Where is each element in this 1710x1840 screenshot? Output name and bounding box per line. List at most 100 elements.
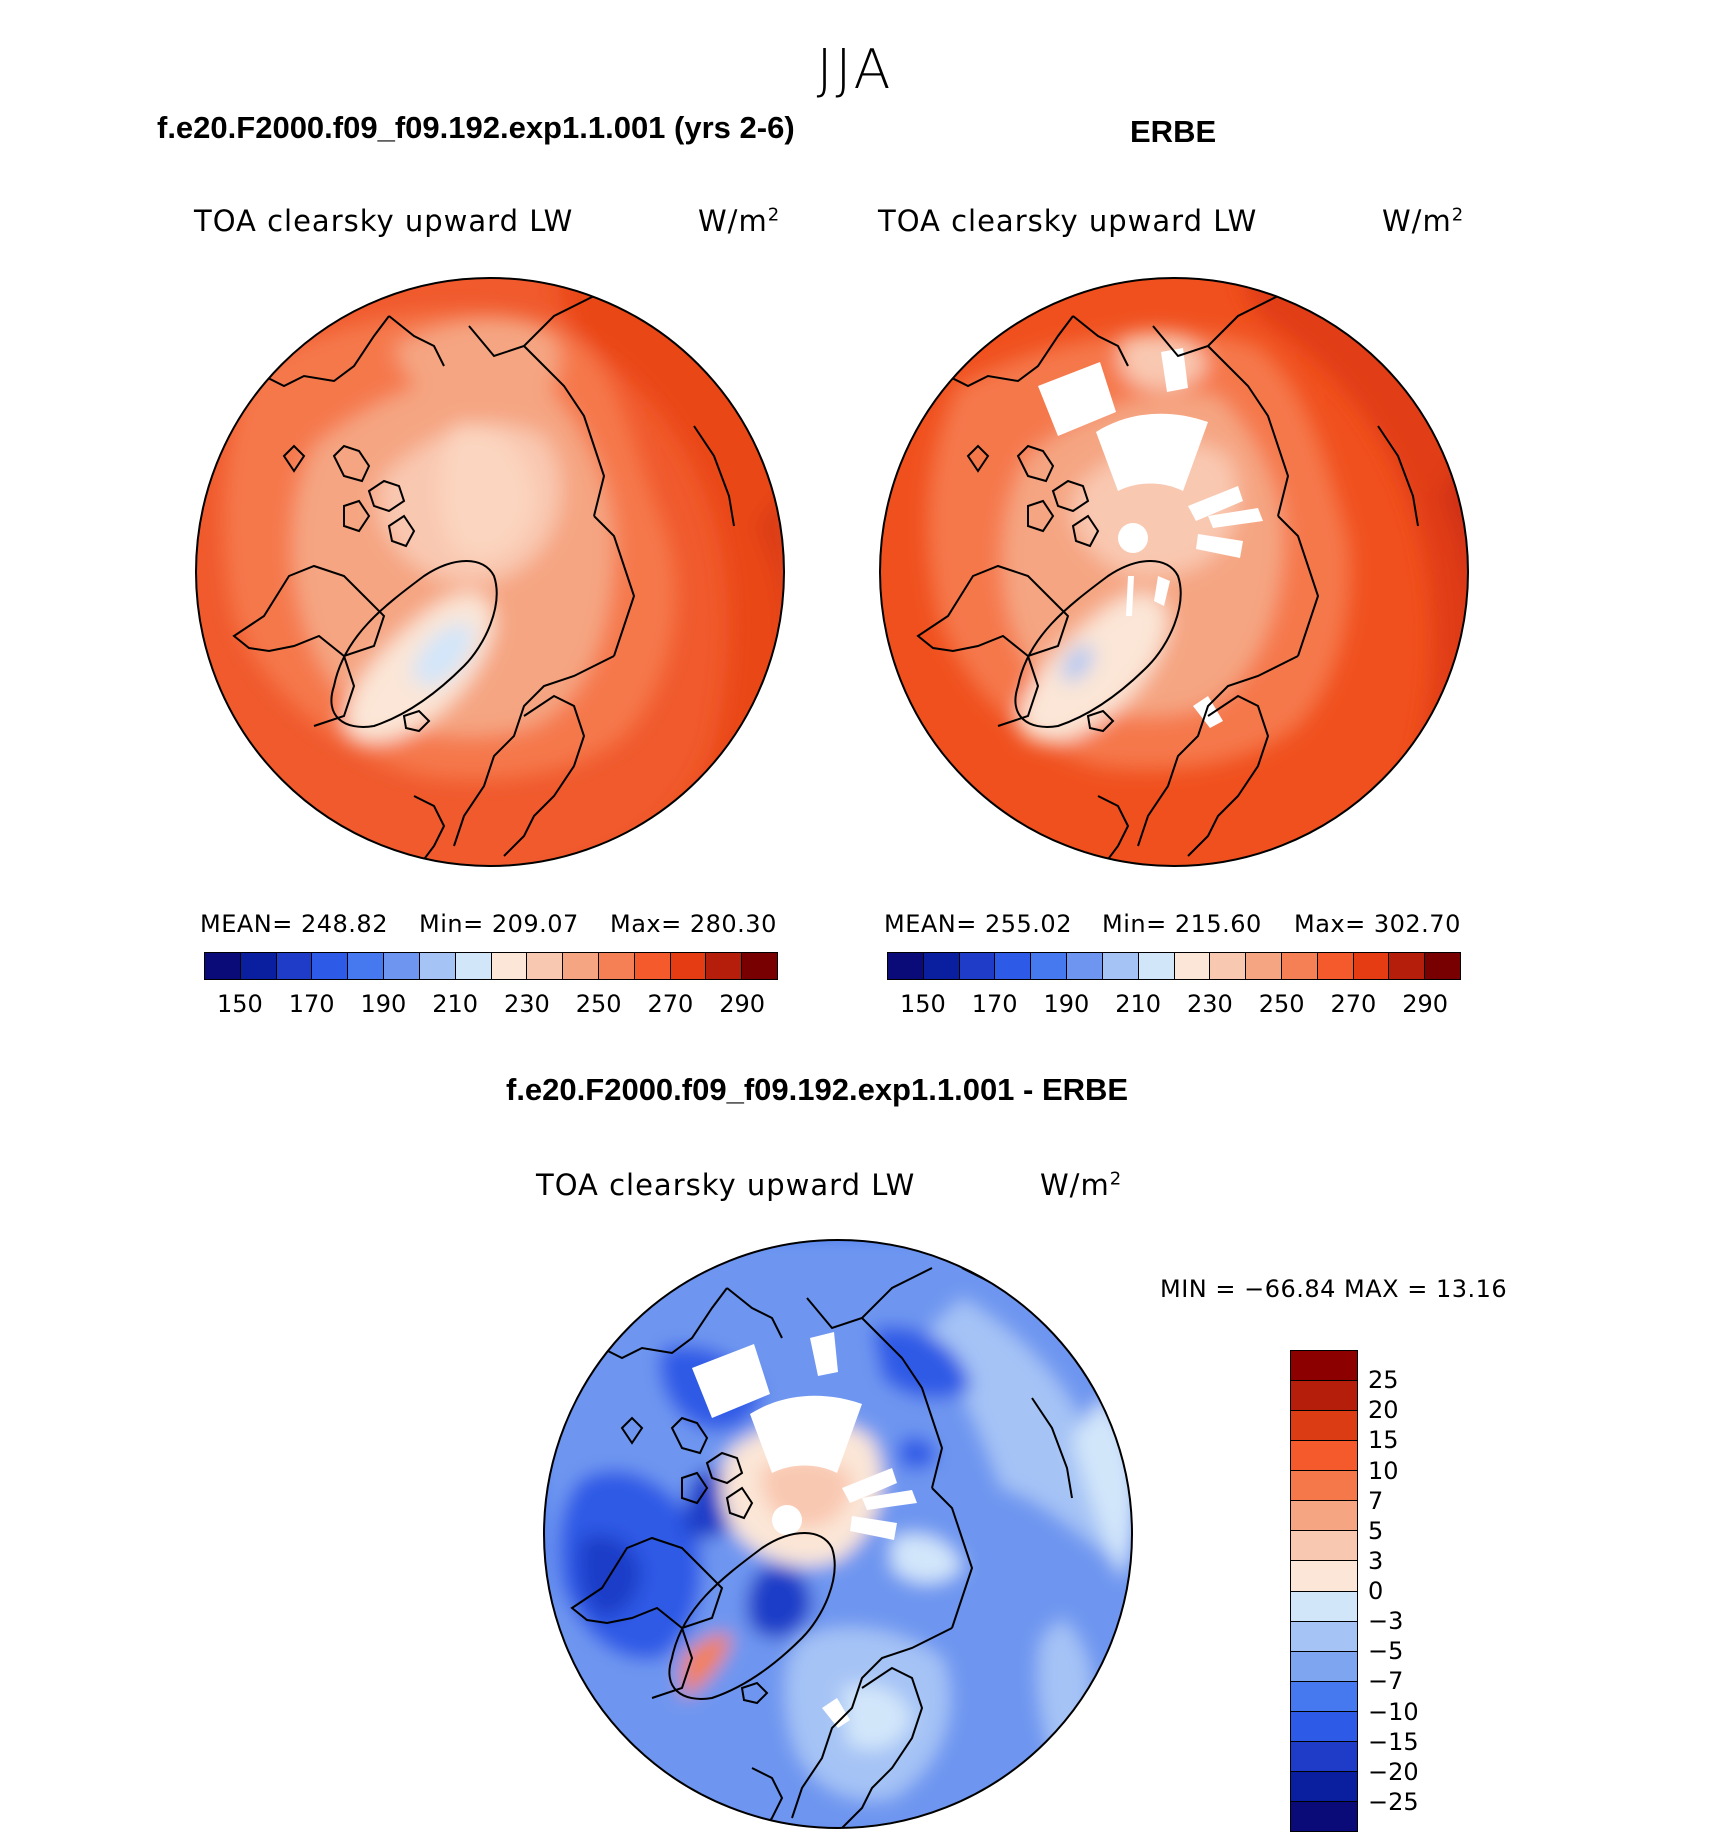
colorbar-swatch xyxy=(276,953,313,979)
colorbar-swatch xyxy=(1291,1351,1357,1382)
obs-min-label: Min= 215.60 xyxy=(1102,910,1262,938)
colorbar-swatch xyxy=(419,953,456,979)
colorbar-swatch xyxy=(1291,1441,1357,1472)
colorbar-tick-label: 25 xyxy=(1368,1366,1399,1395)
colorbar-swatch xyxy=(384,953,420,979)
colorbar-tick-label: 210 xyxy=(1115,990,1162,1018)
colorbar-tick-label: 290 xyxy=(719,990,766,1018)
colorbar-swatch xyxy=(1353,953,1390,979)
colorbar-swatch xyxy=(1210,953,1247,979)
colorbar-swatch xyxy=(1291,1561,1357,1592)
colorbar-tick-label: 3 xyxy=(1368,1546,1384,1575)
obs-colorbar xyxy=(887,952,1461,980)
diff-colorbar-ticks: 25 20 15 10 7 5 3 0 −3 −5 −7 −10 −15 −20 −25 xyxy=(1368,1350,1488,1832)
colorbar-tick-label: −7 xyxy=(1368,1667,1404,1696)
colorbar-tick-label: 190 xyxy=(360,990,407,1018)
colorbar-tick-label: 230 xyxy=(503,990,550,1018)
colorbar-tick-label: −5 xyxy=(1368,1637,1404,1666)
colorbar-swatch xyxy=(1291,1501,1357,1532)
colorbar-swatch xyxy=(1291,1591,1357,1622)
colorbar-tick-label: 250 xyxy=(1258,990,1305,1018)
colorbar-swatch xyxy=(1389,953,1426,979)
colorbar-swatch xyxy=(1291,1471,1357,1502)
colorbar-tick-label: −15 xyxy=(1368,1727,1419,1756)
colorbar-swatch xyxy=(1317,953,1354,979)
colorbar-swatch xyxy=(563,953,599,979)
diff-colorbar xyxy=(1290,1350,1358,1832)
colorbar-tick-label: 270 xyxy=(1330,990,1377,1018)
colorbar-swatch xyxy=(1291,1381,1357,1412)
colorbar-swatch xyxy=(1425,953,1460,979)
model-colorbar-ticks: 150 170 190 210 230 250 270 290 xyxy=(204,990,778,1020)
colorbar-swatch xyxy=(491,953,528,979)
colorbar-swatch xyxy=(312,953,349,979)
diff-units-label: W/m2 xyxy=(1040,1168,1123,1202)
season-title: JJA xyxy=(816,38,894,101)
colorbar-tick-label: −25 xyxy=(1368,1787,1419,1816)
colorbar-swatch xyxy=(1246,953,1282,979)
colorbar-tick-label: 7 xyxy=(1368,1486,1384,1515)
colorbar-swatch xyxy=(1291,1771,1357,1802)
colorbar-tick-label: 290 xyxy=(1402,990,1449,1018)
colorbar-tick-label: 15 xyxy=(1368,1426,1399,1455)
obs-colorbar-ticks: 150 170 190 210 230 250 270 290 xyxy=(887,990,1461,1020)
colorbar-tick-label: 0 xyxy=(1368,1577,1384,1605)
colorbar-swatch xyxy=(1174,953,1211,979)
model-colorbar xyxy=(204,952,778,980)
colorbar-swatch xyxy=(959,953,996,979)
model-polar-map xyxy=(195,277,785,867)
colorbar-swatch xyxy=(1291,1801,1357,1831)
diff-variable-label: TOA clearsky upward LW xyxy=(536,1168,916,1202)
diff-panel-title: f.e20.F2000.f09_f09.192.exp1.1.001 - ERB… xyxy=(506,1072,1129,1107)
colorbar-swatch xyxy=(1031,953,1068,979)
obs-panel-title: ERBE xyxy=(1130,114,1217,149)
obs-variable-label: TOA clearsky upward LW xyxy=(878,204,1258,238)
colorbar-tick-label: 10 xyxy=(1368,1456,1399,1485)
model-panel-title: f.e20.F2000.f09_f09.192.exp1.1.001 (yrs … xyxy=(157,110,795,145)
colorbar-swatch xyxy=(205,953,241,979)
obs-mean-label: MEAN= 255.02 xyxy=(884,910,1072,938)
colorbar-swatch xyxy=(706,953,743,979)
colorbar-tick-label: −3 xyxy=(1368,1607,1404,1636)
colorbar-tick-label: 190 xyxy=(1043,990,1090,1018)
colorbar-swatch xyxy=(995,953,1032,979)
colorbar-tick-label: 20 xyxy=(1368,1396,1399,1425)
colorbar-tick-label: 170 xyxy=(971,990,1018,1018)
model-min-label: Min= 209.07 xyxy=(419,910,579,938)
obs-polar-map xyxy=(879,277,1469,867)
colorbar-tick-label: 270 xyxy=(647,990,694,1018)
model-units-label: W/m2 xyxy=(698,204,781,238)
colorbar-tick-label: 5 xyxy=(1368,1516,1384,1545)
obs-units-label: W/m2 xyxy=(1382,204,1465,238)
colorbar-tick-label: 150 xyxy=(899,990,946,1018)
colorbar-swatch xyxy=(1291,1531,1357,1562)
colorbar-swatch xyxy=(455,953,492,979)
model-max-label: Max= 280.30 xyxy=(610,910,777,938)
colorbar-tick-label: 250 xyxy=(575,990,622,1018)
model-variable-label: TOA clearsky upward LW xyxy=(194,204,574,238)
colorbar-swatch xyxy=(240,953,277,979)
model-mean-label: MEAN= 248.82 xyxy=(200,910,388,938)
colorbar-swatch xyxy=(1291,1741,1357,1772)
colorbar-swatch xyxy=(742,953,777,979)
colorbar-tick-label: 230 xyxy=(1186,990,1233,1018)
colorbar-swatch xyxy=(348,953,385,979)
colorbar-swatch xyxy=(1067,953,1103,979)
colorbar-swatch xyxy=(923,953,960,979)
colorbar-swatch xyxy=(1291,1681,1357,1712)
colorbar-swatch xyxy=(1102,953,1139,979)
colorbar-swatch xyxy=(598,953,635,979)
colorbar-swatch xyxy=(1291,1711,1357,1742)
colorbar-swatch xyxy=(1138,953,1175,979)
colorbar-swatch xyxy=(527,953,564,979)
colorbar-swatch xyxy=(888,953,924,979)
colorbar-tick-label: 210 xyxy=(432,990,479,1018)
colorbar-swatch xyxy=(1281,953,1318,979)
colorbar-swatch xyxy=(1291,1651,1357,1682)
colorbar-tick-label: −10 xyxy=(1368,1697,1419,1726)
colorbar-tick-label: 150 xyxy=(216,990,263,1018)
colorbar-swatch xyxy=(634,953,671,979)
colorbar-swatch xyxy=(1291,1411,1357,1442)
diff-minmax-label: MIN = −66.84 MAX = 13.16 xyxy=(1160,1275,1508,1303)
colorbar-tick-label: 170 xyxy=(288,990,335,1018)
